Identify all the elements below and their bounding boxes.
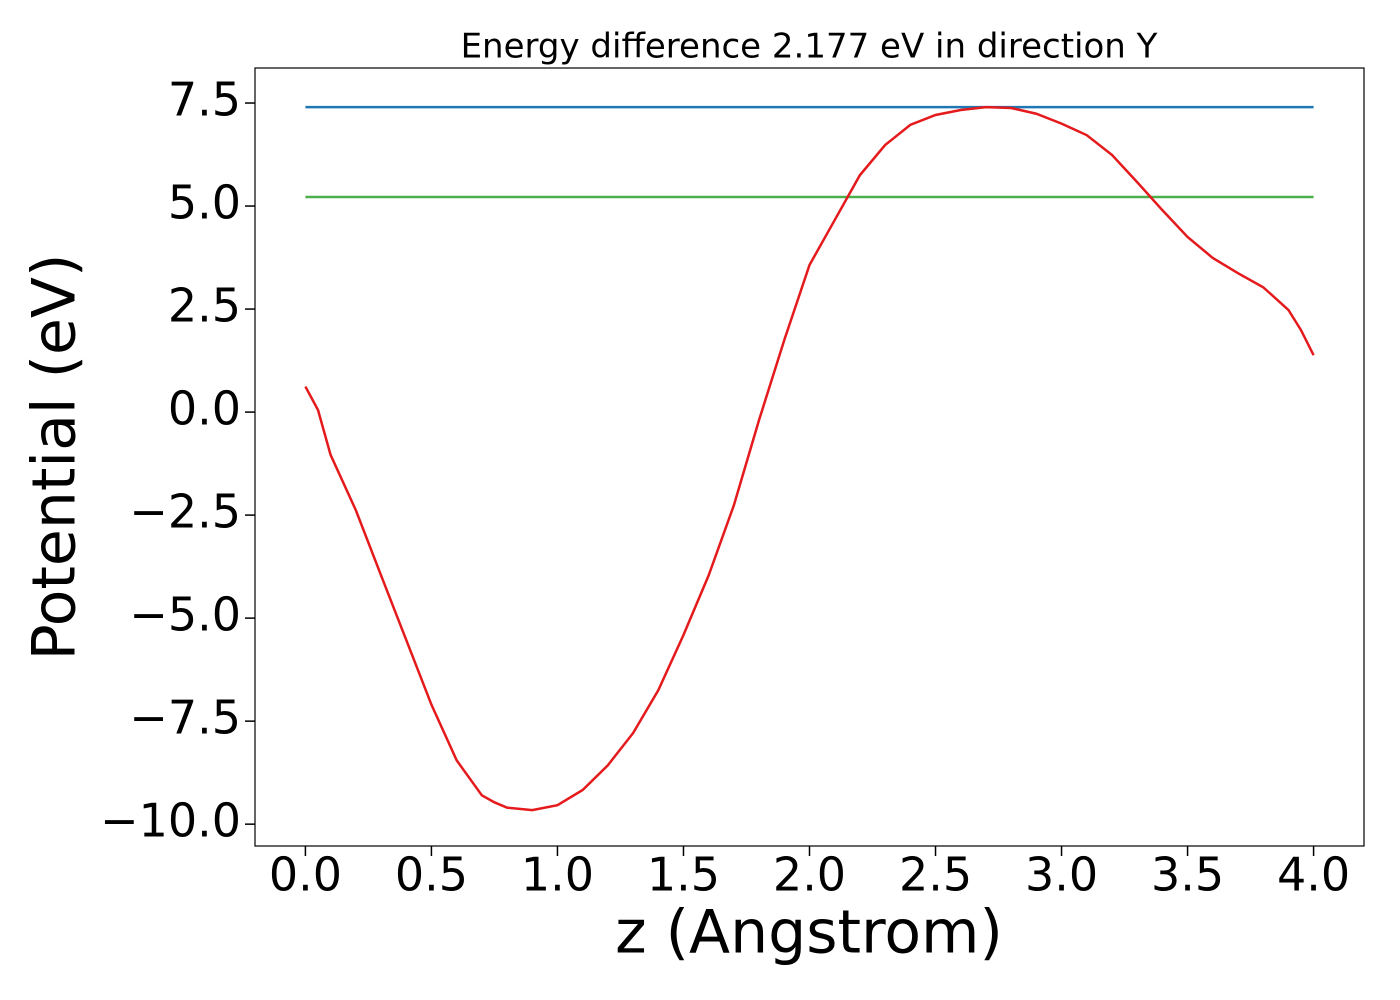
y-tick-label: 7.5	[168, 73, 241, 127]
y-tick-label: −7.5	[129, 691, 241, 745]
y-tick-label: 0.0	[168, 382, 241, 436]
y-tick-label: −10.0	[100, 794, 241, 848]
x-axis-label: z (Angstrom)	[615, 898, 1003, 968]
y-axis-label: Potential (eV)	[20, 254, 90, 661]
chart-title: Energy difference 2.177 eV in direction …	[461, 27, 1158, 67]
x-tick-label: 1.0	[521, 848, 594, 902]
y-tick-label: −2.5	[129, 485, 241, 539]
line-series	[304, 105, 1315, 812]
x-tick-label: 4.0	[1277, 848, 1350, 902]
y-tick-label: 2.5	[168, 279, 241, 333]
x-tick-label: 1.5	[647, 848, 720, 902]
x-tick-label: 2.5	[899, 848, 972, 902]
y-tick-label: 5.0	[168, 176, 241, 230]
y-tick-label: −5.0	[129, 588, 241, 642]
x-tick-label: 0.0	[269, 848, 342, 902]
x-tick-label: 0.5	[395, 848, 468, 902]
plot-frame	[254, 67, 1365, 847]
x-tick-label: 3.0	[1025, 848, 1098, 902]
x-tick-label: 3.5	[1151, 848, 1224, 902]
x-tick-label: 2.0	[773, 848, 846, 902]
